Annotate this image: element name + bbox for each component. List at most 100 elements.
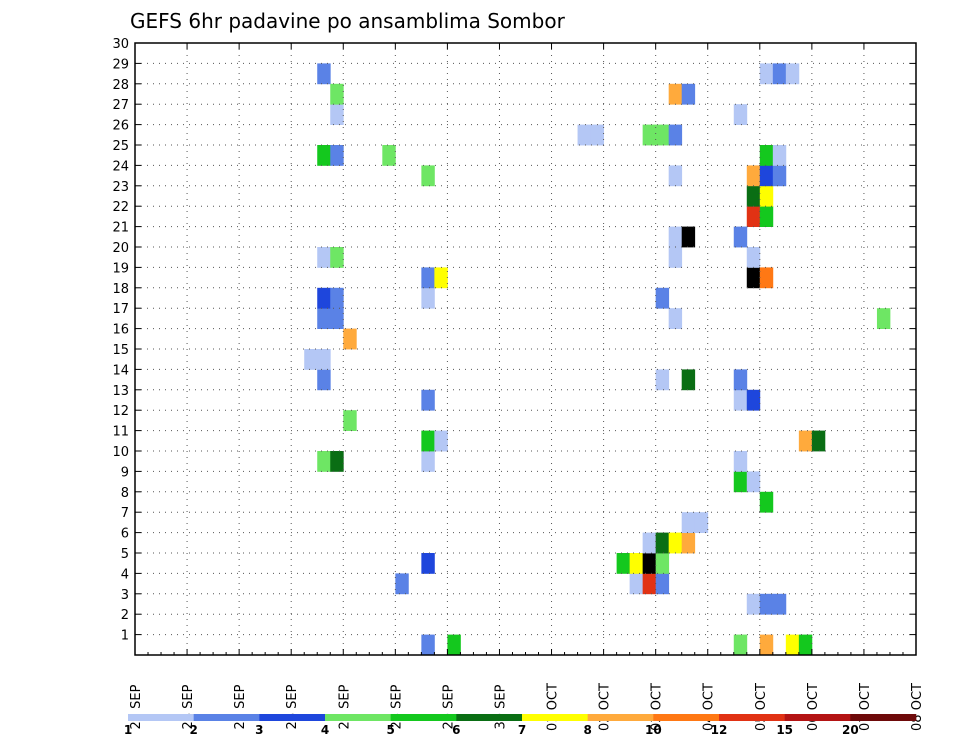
precip-cell [785,634,800,656]
precip-cell [616,553,631,574]
precip-cell [330,145,344,166]
precip-cell [746,247,761,268]
precip-cell [317,287,331,309]
precip-cell [759,145,774,166]
precip-cell [772,165,787,187]
precip-cell [733,104,748,125]
x-tick-label: 06 OCT [806,683,821,731]
y-tick-label: 14 [112,363,129,378]
precip-cell [421,430,435,452]
y-tick-label: 7 [121,506,129,521]
y-tick-label: 25 [112,139,129,154]
precip-cell [317,349,331,370]
colorbar-label: 4 [321,723,329,737]
y-tick-label: 4 [121,567,129,582]
precip-cell [577,124,591,146]
axes-layer: 1234567891011121314151617181920212223242… [112,37,925,731]
precip-cell [772,145,787,166]
precip-cell [330,83,344,105]
y-tick-label: 5 [121,547,129,562]
y-tick-label: 18 [112,282,129,297]
chart-title: GEFS 6hr padavine po ansamblima Sombor [130,9,566,33]
precip-cell [681,369,696,391]
precip-cell [590,124,604,146]
colorbar-swatch [719,714,785,721]
precip-cell [317,369,331,391]
y-tick-label: 1 [121,629,129,644]
precip-cell [330,247,344,268]
precip-cell [642,553,657,574]
colorbar-label: 12 [711,723,728,737]
colorbar-label: 5 [386,723,394,737]
precip-cell [304,349,318,370]
colorbar-swatch [325,714,391,721]
y-tick-label: 17 [112,302,129,317]
precip-cell [642,573,657,595]
precip-cell [759,185,774,207]
colorbar-label: 1 [124,723,132,737]
colorbar-label: 3 [255,723,263,737]
precip-cell [733,226,748,248]
precip-cell [317,63,331,85]
precip-cell [421,634,435,656]
precip-cell [447,634,461,656]
colorbar-swatch [390,714,457,721]
colorbar-swatch [193,714,260,721]
precip-cell [681,83,696,105]
precip-cell [746,185,761,207]
precip-cell [421,267,435,289]
precip-cell [642,124,657,146]
precip-cell [733,389,748,411]
x-tick-label: 25 SEP [233,684,248,729]
y-tick-label: 9 [121,465,129,480]
colorbar-label: 20 [842,723,859,737]
y-tick-label: 28 [112,78,129,93]
y-tick-label: 11 [112,425,129,440]
precip-cell [421,389,435,411]
y-tick-label: 26 [112,119,129,134]
precip-cell [434,267,448,289]
precip-cell [772,63,787,85]
y-tick-label: 12 [112,404,129,419]
precip-cell [642,532,657,554]
precip-cell [668,83,683,105]
precip-cell [746,165,761,187]
precip-cell [421,553,435,574]
precip-cell [655,369,670,391]
precip-cell [330,287,344,309]
precip-cell [876,308,891,329]
precip-cell [733,634,748,656]
precip-cell [746,471,761,493]
precip-cell [733,451,748,472]
precip-cell [681,512,696,533]
y-tick-label: 27 [112,98,129,113]
precip-cell [746,267,761,289]
precip-cell [434,430,448,452]
colorbar-label: 10 [645,723,662,737]
y-tick-label: 15 [112,343,129,358]
cells-layer [304,63,891,656]
x-tick-label: 07 OCT [858,683,873,731]
precip-cell [382,145,396,166]
precip-cell [772,593,787,615]
x-tick-label: 30 SEP [493,684,508,729]
y-tick-label: 16 [112,323,129,338]
x-tick-label: 27 SEP [337,684,352,729]
y-tick-label: 23 [112,180,129,195]
precip-cell [759,206,774,227]
precip-cell [655,532,670,554]
precip-cell [759,63,774,85]
colorbar-swatch [784,714,851,721]
precip-cell [668,226,683,248]
precip-cell [317,451,331,472]
colorbar-swatch [128,714,194,721]
colorbar-swatch [456,714,523,721]
colorbar-label: 15 [776,723,793,737]
y-tick-label: 21 [112,221,129,236]
precip-cell [655,287,670,309]
precip-cell [798,430,813,452]
precip-cell [421,287,435,309]
y-tick-label: 30 [112,37,129,52]
precip-cell [746,206,761,227]
